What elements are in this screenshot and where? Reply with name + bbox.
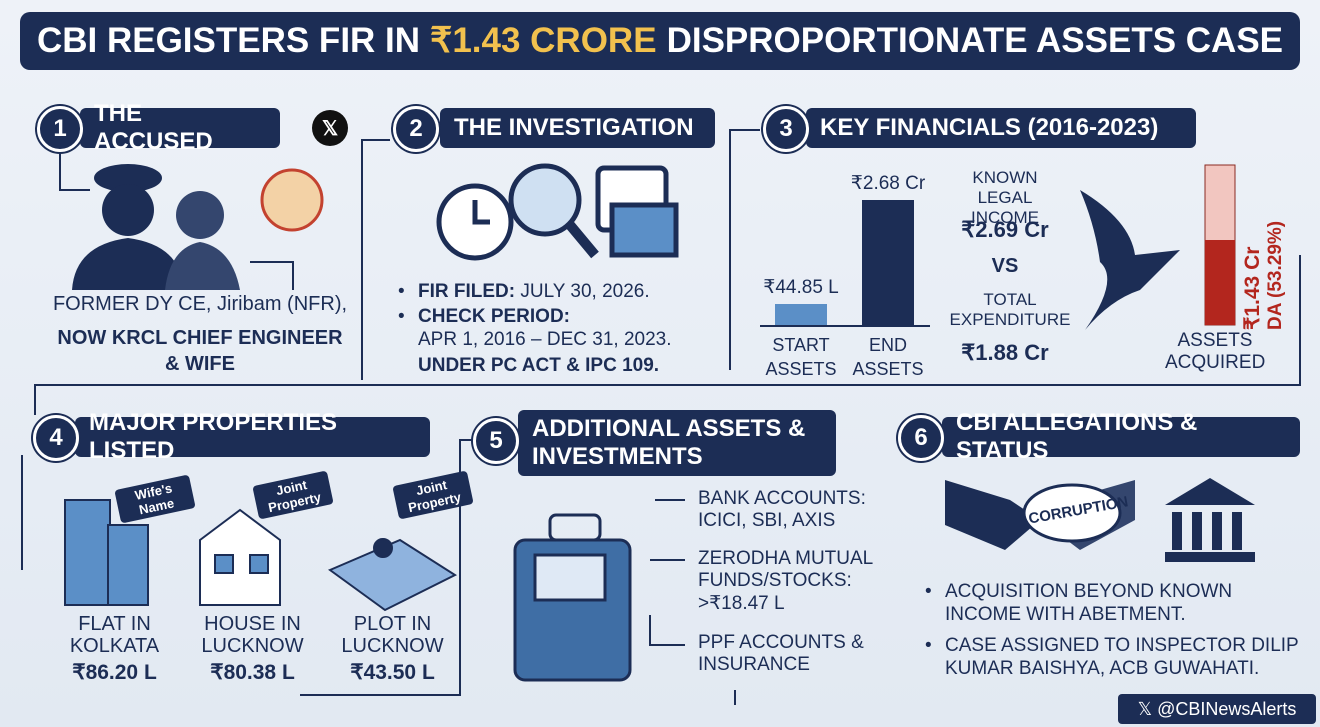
bullet: CHECK PERIOD:APR 1, 2016 – DEC 31, 2023. (398, 305, 728, 351)
section-number: 1 (37, 106, 83, 152)
gauge-fill (1205, 240, 1235, 325)
person-icons (72, 164, 240, 290)
da-amount: ₹1.43 Cr (1241, 246, 1264, 330)
value: ₹1.88 Cr (961, 340, 1049, 365)
bar (862, 200, 914, 325)
bullet-label: FIR FILED: (418, 281, 516, 302)
bullet: ACQUISITION BEYOND KNOWN INCOME WITH ABE… (925, 580, 1275, 626)
asset-item: BANK ACCOUNTS: ICICI, SBI, AXIS (698, 488, 866, 531)
vs: VS (991, 255, 1019, 277)
connectors (21, 129, 1301, 705)
baseline (760, 325, 930, 327)
merge-arrow (1080, 190, 1180, 330)
section-number: 2 (393, 106, 439, 152)
section-heading: THE ACCUSED (80, 100, 280, 155)
property-name: HOUSE IN LUCKNOW (201, 613, 304, 657)
title: CBI REGISTERS FIR IN ₹1.43 CRORE DISPROP… (20, 12, 1300, 70)
section-number: 3 (763, 106, 809, 152)
section-heading: CBI ALLEGATIONS & STATUS (942, 409, 1300, 464)
property-name: PLOT IN LUCKNOW (341, 613, 444, 657)
da-percent: DA (53.29%) (1265, 220, 1286, 330)
bullet-text: APR 1, 2016 – DEC 31, 2023. (418, 329, 672, 350)
section-number: 5 (473, 418, 519, 464)
bar-label: ₹44.85 L (763, 277, 839, 299)
section-heading: KEY FINANCIALS (2016-2023) (806, 108, 1196, 148)
footer: 𝕏 @CBINewsAlerts (1118, 694, 1316, 724)
note: UNDER PC ACT & IPC 109. (418, 355, 660, 376)
asset-item: PPF ACCOUNTS & INSURANCE (698, 632, 864, 675)
category-label: START ASSETS (765, 335, 837, 379)
label: TOTAL EXPENDITURE (949, 290, 1071, 329)
label: KNOWN LEGAL INCOME (971, 168, 1039, 227)
x-logo (312, 110, 348, 146)
section-number: 6 (898, 415, 944, 461)
bullet: FIR FILED: JULY 30, 2026. (398, 280, 728, 303)
property-value: ₹86.20 L (72, 661, 157, 684)
property-name: FLAT IN KOLKATA (69, 613, 160, 657)
property-value: ₹80.38 L (210, 661, 295, 684)
bar-label: ₹2.68 Cr (850, 173, 926, 194)
property-icons (64, 499, 458, 612)
bullet-label: CHECK PERIOD: (418, 306, 571, 327)
asset-item: ZERODHA MUTUAL FUNDS/STOCKS: >₹18.47 L (698, 548, 873, 614)
x-glyph: 𝕏 (322, 118, 338, 140)
cbi-emblem (260, 168, 324, 232)
handle: @CBINewsAlerts (1157, 698, 1297, 719)
allegation-icons (945, 478, 1255, 562)
value: ₹2.69 Cr (961, 217, 1049, 242)
bullet-text: JULY 30, 2026. (520, 281, 650, 302)
label: ASSETS ACQUIRED (1165, 330, 1266, 373)
investigation-icons (436, 163, 679, 261)
section-heading: THE INVESTIGATION (440, 108, 715, 148)
category-label: END ASSETS (852, 335, 924, 379)
title-part: DISPROPORTIONATE ASSETS CASE (666, 21, 1284, 60)
section-heading: MAJOR PROPERTIES LISTED (75, 409, 430, 464)
property-value: ₹43.50 L (350, 661, 435, 684)
briefcase (513, 513, 632, 682)
text-line: FORMER DY CE, Jiribam (NFR), (52, 293, 348, 315)
text-line: & WIFE (165, 353, 235, 375)
bullet: CASE ASSIGNED TO INSPECTOR DILIP KUMAR B… (925, 634, 1315, 680)
title-part: CBI REGISTERS FIR IN (36, 21, 421, 60)
text-line: NOW KRCL CHIEF ENGINEER (57, 327, 343, 349)
bar (775, 304, 827, 325)
section-number: 4 (33, 415, 79, 461)
section-heading: ADDITIONAL ASSETS & INVESTMENTS (518, 410, 836, 476)
title-highlight: ₹1.43 CRORE (430, 21, 657, 60)
